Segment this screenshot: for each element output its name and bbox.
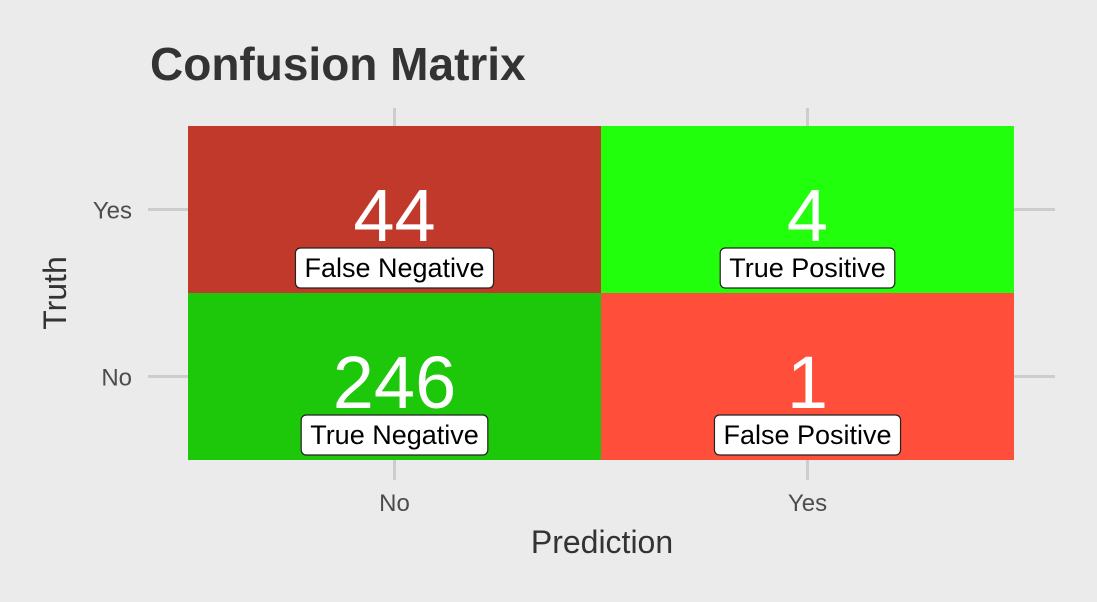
x-tick-label: No [379,490,410,517]
cell-label-box [713,414,902,456]
cell-label-box [294,247,495,289]
cell-value-label: 1 [787,341,828,424]
cell-value-label: 4 [787,174,828,257]
cell-category-label: True Negative [310,420,479,450]
y-tick-label: Yes [93,198,132,225]
cell-category-label: True Positive [729,253,886,283]
cell-category-label: False Positive [723,420,891,450]
axis-ticks: No Yes No Yes [93,198,827,518]
cell-category-label: False Negative [304,253,484,283]
y-tick-label: No [101,365,132,392]
x-axis-title: Prediction [531,524,673,560]
cell-value-label: 44 [353,174,435,257]
cell-label-box [719,247,896,289]
y-axis-title: Truth [37,256,73,330]
x-tick-label: Yes [788,490,827,517]
cell-label-box [300,414,489,456]
cell-value-label: 246 [333,341,456,424]
chart-title: Confusion Matrix [150,38,526,90]
